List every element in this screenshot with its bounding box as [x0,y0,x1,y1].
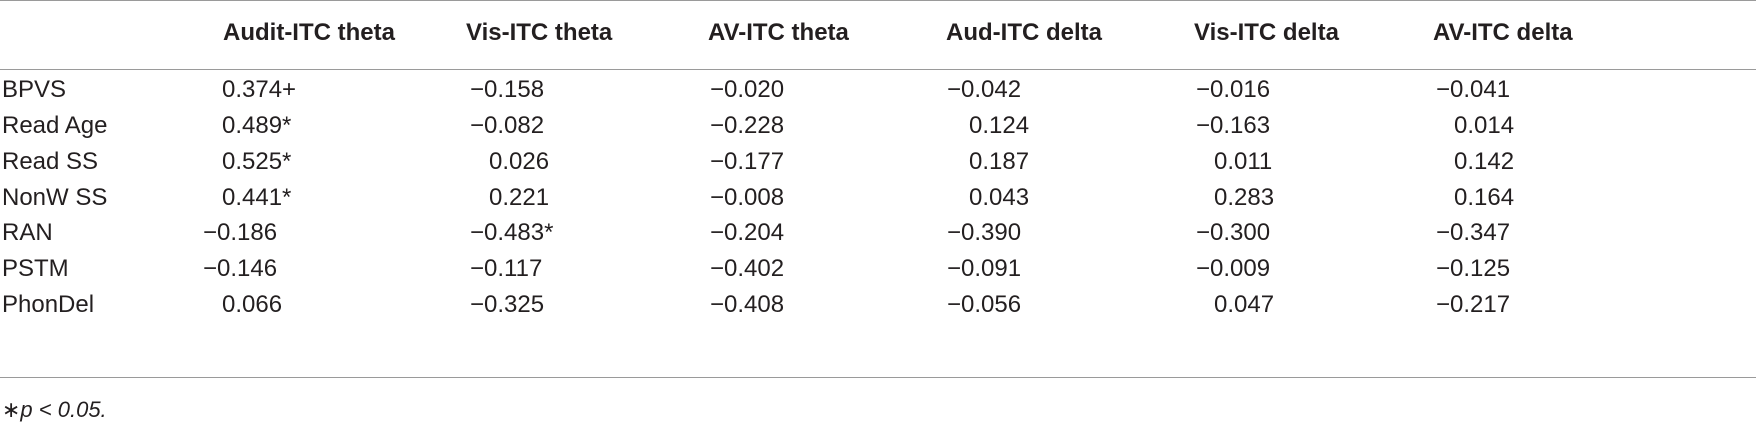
cell-vis-itc-delta: −0.163 [1196,112,1271,139]
cell-aud-itc-delta: 0.043 [969,184,1030,211]
cell-aud-itc-delta: −0.042 [947,76,1022,103]
cell-aud-itc-delta: −0.390 [947,219,1022,246]
header-audit-itc-theta: Audit-ITC theta [223,19,395,46]
cell-audit-itc-theta: 0.525* [222,148,292,175]
header-vis-itc-delta: Vis-ITC delta [1194,19,1339,46]
cell-audit-itc-theta: 0.489* [222,112,292,139]
cell-aud-itc-delta: −0.091 [947,255,1022,282]
cell-vis-itc-theta: −0.117 [470,255,543,282]
cell-aud-itc-delta: −0.056 [947,291,1022,318]
cell-audit-itc-theta: −0.186 [203,219,278,246]
cell-av-itc-theta: −0.228 [710,112,785,139]
cell-av-itc-theta: −0.408 [710,291,785,318]
cell-av-itc-delta: −0.041 [1436,76,1511,103]
cell-av-itc-theta: −0.204 [710,219,785,246]
table-row: PhonDel 0.066 −0.325 −0.408 −0.056 0.047… [0,285,1756,325]
table-row: Read SS 0.525* 0.026 −0.177 0.187 0.011 … [0,142,1756,182]
table-row: NonW SS 0.441* 0.221 −0.008 0.043 0.283 … [0,178,1756,218]
cell-vis-itc-theta: −0.325 [470,291,545,318]
row-label: PSTM [2,255,69,282]
cell-av-itc-theta: −0.402 [710,255,785,282]
cell-audit-itc-theta: −0.146 [203,255,278,282]
cell-vis-itc-delta: −0.016 [1196,76,1271,103]
cell-vis-itc-delta: 0.283 [1214,184,1275,211]
cell-av-itc-theta: −0.020 [710,76,785,103]
cell-audit-itc-theta: 0.441* [222,184,292,211]
row-label: Read Age [2,112,108,139]
row-label: NonW SS [2,184,108,211]
header-av-itc-theta: AV-ITC theta [708,19,849,46]
cell-av-itc-delta: −0.217 [1436,291,1511,318]
row-label: BPVS [2,76,67,103]
header-av-itc-delta: AV-ITC delta [1433,19,1573,46]
cell-aud-itc-delta: 0.187 [969,148,1030,175]
header-aud-itc-delta: Aud-ITC delta [946,19,1102,46]
table-footnote: ∗p < 0.05. [2,397,107,422]
row-label: Read SS [2,148,99,175]
cell-av-itc-delta: 0.164 [1454,184,1515,211]
header-vis-itc-theta: Vis-ITC theta [466,19,613,46]
row-label: PhonDel [2,291,95,318]
table-header-rule [0,69,1756,70]
cell-vis-itc-theta: 0.026 [489,148,550,175]
cell-av-itc-delta: −0.125 [1436,255,1511,282]
table-row: PSTM −0.146 −0.117 −0.402 −0.091 −0.009 … [0,249,1756,289]
cell-vis-itc-theta: −0.082 [470,112,545,139]
cell-vis-itc-delta: 0.011 [1214,148,1273,175]
cell-av-itc-theta: −0.008 [710,184,785,211]
table-bottom-rule [0,377,1756,378]
cell-aud-itc-delta: 0.124 [969,112,1030,139]
cell-av-itc-delta: 0.142 [1454,148,1515,175]
cell-av-itc-delta: 0.014 [1454,112,1515,139]
cell-vis-itc-theta: −0.158 [470,76,545,103]
cell-vis-itc-delta: −0.300 [1196,219,1271,246]
table-row: BPVS 0.374+ −0.158 −0.020 −0.042 −0.016 … [0,70,1756,110]
table-row: Read Age 0.489* −0.082 −0.228 0.124 −0.1… [0,106,1756,146]
table-row: RAN −0.186 −0.483* −0.204 −0.390 −0.300 … [0,213,1756,253]
table-top-rule [0,0,1756,1]
cell-vis-itc-theta: 0.221 [489,184,550,211]
cell-vis-itc-theta: −0.483* [470,219,554,246]
cell-av-itc-theta: −0.177 [710,148,785,175]
cell-av-itc-delta: −0.347 [1436,219,1511,246]
cell-vis-itc-delta: −0.009 [1196,255,1271,282]
row-label: RAN [2,219,53,246]
cell-audit-itc-theta: 0.066 [222,291,283,318]
cell-audit-itc-theta: 0.374+ [222,76,297,103]
cell-vis-itc-delta: 0.047 [1214,291,1275,318]
